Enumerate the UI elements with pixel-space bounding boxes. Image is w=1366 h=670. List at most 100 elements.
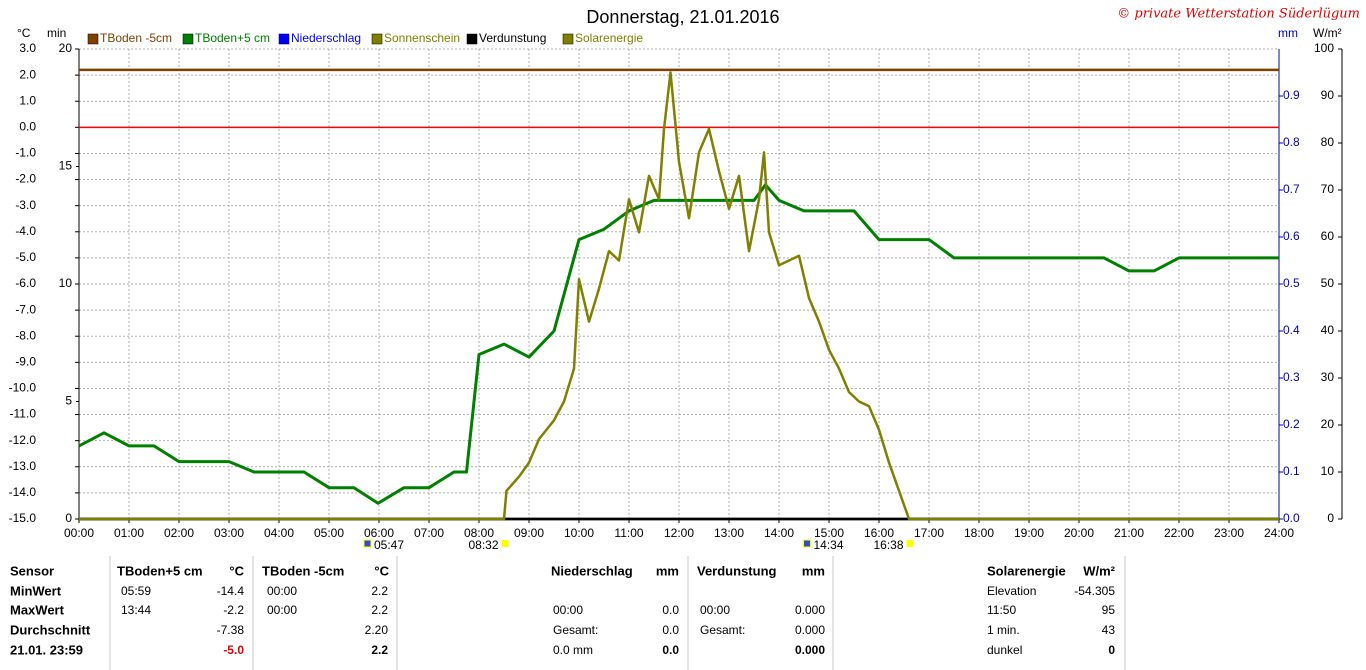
table-cell: Gesamt: [553,623,598,637]
legend-label: Sonnenschein [384,31,460,45]
y-tick-label: -5.0 [15,250,36,264]
table-cell: 0 [1108,643,1115,657]
sun-time: 14:34 [814,538,844,552]
table-cell: -7.38 [217,623,245,637]
table-cell: 2.20 [365,623,389,637]
x-tick-label: 16:00 [864,526,894,540]
table-cell: 1 min. [987,623,1020,637]
table-cell: 21.01. 23:59 [10,642,83,657]
y-tick-label: -3.0 [15,198,36,212]
y-tick-label: 3.0 [19,41,36,55]
y2-tick-label: 0.2 [1283,417,1300,431]
x-tick-label: 14:00 [764,526,794,540]
y-axis-title: °C [17,26,31,40]
legend-swatch [371,33,383,45]
table-cell: MaxWert [10,602,65,617]
y-tick-label: -14.0 [9,485,37,499]
y4-tick-label: 70 [1321,182,1335,196]
y2-tick-label: 0.7 [1283,182,1300,196]
y-tick-label: -15.0 [9,511,37,525]
table-cell: 0.000 [795,643,825,657]
x-tick-label: 24:00 [1264,526,1294,540]
x-tick-label: 11:00 [614,526,643,540]
y-tick-label: -6.0 [15,276,36,290]
table-cell: Gesamt: [700,623,745,637]
table-cell: 2.2 [371,643,388,657]
y4-tick-label: 40 [1321,323,1335,337]
table-header: mm [802,563,825,578]
legend-label: TBoden -5cm [100,31,172,45]
x-tick-label: 19:00 [1014,526,1044,540]
y-tick-label: -7.0 [15,302,36,316]
table-header: TBoden -5cm [262,563,344,578]
y-tick-label: 2.0 [19,67,36,81]
y3-axis-title: min [47,26,66,40]
table-cell: -14.4 [217,584,245,598]
y4-tick-label: 30 [1321,370,1335,384]
x-tick-label: 03:00 [214,526,244,540]
series-line [78,183,1279,505]
x-tick-label: 07:00 [414,526,444,540]
table-header: mm [656,563,679,578]
table-cell: dunkel [987,643,1022,657]
table-header: W/m² [1083,563,1115,578]
table-cell: 43 [1102,623,1116,637]
y3-tick-label: 10 [59,276,73,290]
y-tick-label: 1.0 [19,93,36,107]
sun-marker [363,539,372,548]
y2-axis-title: mm [1278,26,1298,40]
x-tick-label: 02:00 [164,526,194,540]
y4-tick-label: 90 [1321,88,1335,102]
sun-marker [803,539,811,548]
series-line [79,71,1279,521]
table-cell: 00:00 [553,603,583,617]
y-tick-label: -11.0 [10,407,37,421]
table-cell: 00:00 [267,603,297,617]
table-cell: 0.0 [662,643,679,657]
y4-tick-label: 80 [1321,135,1335,149]
table-header: Niederschlag [551,563,633,578]
x-tick-label: 10:00 [564,526,594,540]
table-cell: 00:00 [267,584,297,598]
x-tick-label: 01:00 [114,526,144,540]
legend-label: TBoden+5 cm [195,31,270,45]
legend-label: Solarenergie [575,31,643,45]
y-tick-label: -8.0 [15,328,36,342]
table-cell: 0.0 [662,623,679,637]
y-tick-label: 0.0 [19,120,36,134]
legend-label: Niederschlag [291,31,361,45]
chart-title: Donnerstag, 21.01.2016 [586,7,779,27]
y-tick-label: -9.0 [15,355,36,369]
table-cell: Durchschnitt [10,622,91,637]
table-cell: 00:00 [700,603,730,617]
table-cell: -54.305 [1074,584,1115,598]
x-tick-label: 18:00 [964,526,994,540]
y4-tick-label: 60 [1321,229,1335,243]
x-tick-label: 12:00 [664,526,694,540]
table-cell: -5.0 [223,643,244,657]
y4-axis-title: W/m² [1313,26,1342,40]
x-tick-label: 05:00 [314,526,344,540]
x-tick-label: 23:00 [1214,526,1244,540]
y3-tick-label: 5 [65,394,72,408]
y2-tick-label: 0.3 [1283,370,1300,384]
y2-tick-label: 0.5 [1283,276,1300,290]
table-header: °C [374,563,389,578]
y3-tick-label: 15 [59,159,73,173]
y2-tick-label: 0.9 [1283,88,1300,102]
x-tick-label: 21:00 [1114,526,1144,540]
legend-swatch [87,33,99,45]
x-tick-label: 22:00 [1164,526,1194,540]
table-cell: 0.000 [795,603,825,617]
y3-tick-label: 20 [59,41,73,55]
table-cell: 95 [1102,603,1116,617]
x-tick-label: 13:00 [714,526,744,540]
table-cell: 2.2 [371,584,388,598]
table-cell: 0.000 [795,623,825,637]
x-tick-label: 09:00 [514,526,544,540]
y-tick-label: -4.0 [15,224,36,238]
y2-tick-label: 0.0 [1283,511,1300,525]
y4-tick-label: 100 [1314,41,1334,55]
sun-time: 08:32 [468,538,498,552]
